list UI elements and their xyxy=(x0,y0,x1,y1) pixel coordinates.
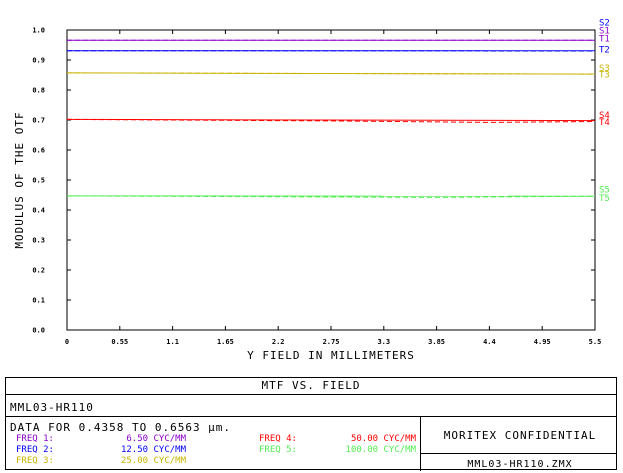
y-tick-label: 0.6 xyxy=(32,147,45,155)
x-tick-label: 4.95 xyxy=(534,338,551,346)
y-tick-label: 0.5 xyxy=(32,177,45,185)
series-line-s4 xyxy=(66,118,596,123)
y-tick-label: 0.2 xyxy=(32,267,45,275)
freq-1-value: 6.50 CYC/MM xyxy=(126,434,186,444)
freq-3-value: 25.00 CYC/MM xyxy=(120,456,186,466)
end-label-t1: T1 xyxy=(599,35,610,45)
lens-name: MML03-HR110 xyxy=(10,401,94,414)
y-axis-ticks: 0.0 0.1 0.2 0.3 0.4 0.5 0.6 0.7 0.8 0.9 1.0 xyxy=(32,27,595,335)
x-tick-label: 0.55 xyxy=(111,338,128,346)
x-tick-label: 1.65 xyxy=(217,338,234,346)
end-label-s5: S5 xyxy=(599,186,610,196)
freq-1-label: FREQ 1: xyxy=(16,434,54,444)
end-label-s3: S3 xyxy=(599,64,610,74)
x-tick-label: 1.1 xyxy=(166,338,179,346)
series-line-s3 xyxy=(66,72,596,75)
y-tick-label: 0.1 xyxy=(32,297,45,305)
x-tick-label: 2.75 xyxy=(323,338,340,346)
divider xyxy=(420,453,616,454)
divider xyxy=(6,416,616,417)
freq-3-label: FREQ 3: xyxy=(16,456,54,466)
y-tick-label: 0.9 xyxy=(32,57,45,65)
freq-2-value: 12.50 CYC/MM xyxy=(120,445,186,455)
end-label-t5: T5 xyxy=(599,194,610,204)
x-axis-title: Y FIELD IN MILLIMETERS xyxy=(247,349,415,362)
y-tick-label: 0.8 xyxy=(32,87,45,95)
series-line-t4 xyxy=(66,118,596,122)
y-tick-label: 0.3 xyxy=(32,237,45,245)
end-label-t2: T2 xyxy=(599,46,610,56)
freq-5-value: 100.00 CYC/MM xyxy=(345,445,416,455)
wavelength-range: DATA FOR 0.4358 TO 0.6563 µm. xyxy=(10,421,232,434)
x-tick-label: 2.2 xyxy=(272,338,285,346)
y-tick-label: 0.7 xyxy=(32,117,45,125)
y-tick-label: 0.0 xyxy=(32,327,45,335)
mtf-chart: 0.0 0.1 0.2 0.3 0.4 0.5 0.6 0.7 0.8 0.9 1.0 0 0.55 1… xyxy=(13,19,610,363)
y-tick-label: 0.4 xyxy=(32,207,45,215)
end-label-t3: T3 xyxy=(599,70,610,80)
y-axis-title: MODULUS OF THE OTF xyxy=(13,111,26,248)
zemax-filename: MML03-HR110.ZMX xyxy=(467,459,573,470)
end-label-s2: S2 xyxy=(599,19,610,29)
end-label-s1: S1 xyxy=(599,27,610,37)
x-tick-label: 3.3 xyxy=(377,338,390,346)
x-tick-label: 3.85 xyxy=(428,338,445,346)
series-line-s5 xyxy=(66,195,596,198)
freq-4-label: FREQ 4: xyxy=(259,434,297,444)
freq-5-label: FREQ 5: xyxy=(259,445,297,455)
divider xyxy=(420,416,421,471)
end-label-t4: T4 xyxy=(599,118,610,128)
x-axis-ticks: 0 0.55 1.1 1.65 2.2 2.75 3.3 3.85 4.4 4.95 5.5 xyxy=(65,30,601,346)
divider xyxy=(6,394,616,395)
end-label-s4: S4 xyxy=(599,111,610,121)
info-panel: MTF VS. FIELD MML03-HR110 DATA FOR 0.435… xyxy=(5,377,617,471)
x-tick-label: 4.4 xyxy=(483,338,496,346)
freq-2-label: FREQ 2: xyxy=(16,445,54,455)
plot-frame xyxy=(66,29,596,331)
x-tick-label: 0 xyxy=(65,338,69,346)
confidential-notice: MORITEX CONFIDENTIAL xyxy=(443,429,597,442)
series-lines xyxy=(66,39,596,198)
y-tick-label: 1.0 xyxy=(32,27,45,35)
freq-4-value: 50.00 CYC/MM xyxy=(350,434,416,444)
x-tick-label: 5.5 xyxy=(589,338,602,346)
plot-title: MTF VS. FIELD xyxy=(261,379,361,392)
